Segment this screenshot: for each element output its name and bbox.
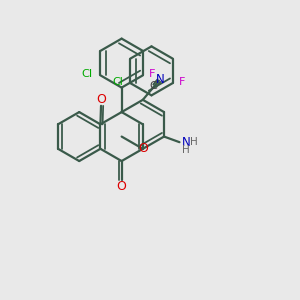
Text: C: C <box>150 81 158 91</box>
Text: O: O <box>139 142 148 155</box>
Text: Cl: Cl <box>112 77 123 87</box>
Text: O: O <box>96 93 106 106</box>
Text: O: O <box>117 180 127 193</box>
Text: N: N <box>156 73 165 86</box>
Text: N: N <box>182 136 190 149</box>
Text: H: H <box>182 145 190 154</box>
Text: F: F <box>149 69 156 79</box>
Text: F: F <box>179 77 185 87</box>
Text: H: H <box>190 137 198 147</box>
Text: Cl: Cl <box>82 69 93 79</box>
